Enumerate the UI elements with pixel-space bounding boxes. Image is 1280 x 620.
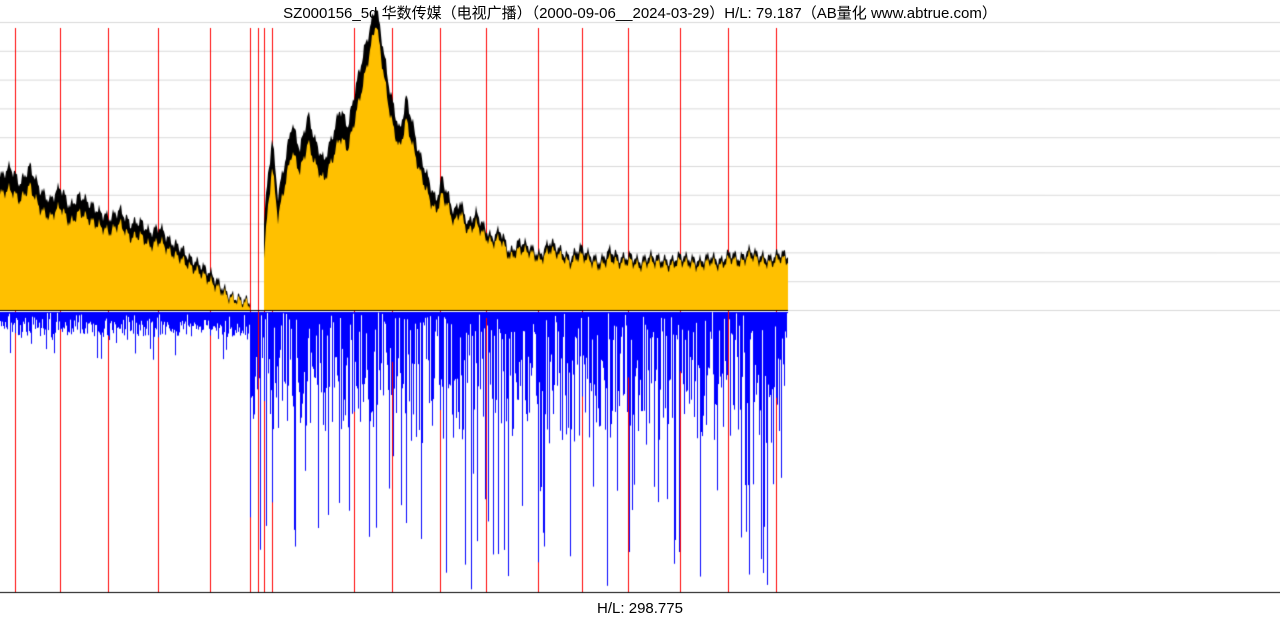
stock-chart: SZ000156_5d 华数传媒（电视广播）（2000-09-06__2024-… bbox=[0, 0, 1280, 620]
chart-title: SZ000156_5d 华数传媒（电视广播）（2000-09-06__2024-… bbox=[0, 2, 1280, 23]
chart-bottom-label: H/L: 298.775 bbox=[0, 600, 1280, 617]
chart-canvas bbox=[0, 0, 1280, 620]
